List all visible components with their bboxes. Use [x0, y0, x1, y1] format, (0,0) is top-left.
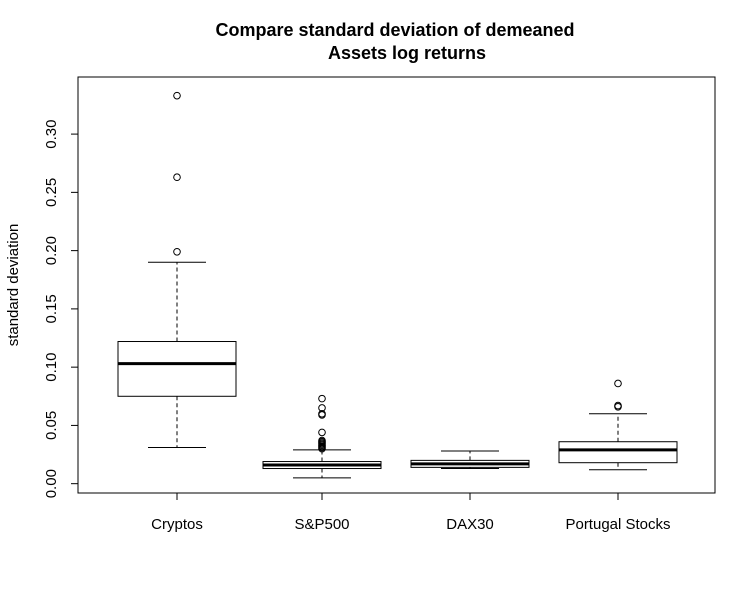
y-axis-label: standard deviation: [5, 224, 22, 347]
outlier-point: [173, 173, 181, 182]
chart-title-line-2: Assets log returns: [328, 43, 486, 63]
plot-frame: [77, 76, 716, 494]
outlier-point: [318, 404, 326, 412]
outlier-point: [173, 247, 181, 256]
y-tick-label: 0.05: [43, 411, 60, 440]
x-tick-label: Cryptos: [151, 516, 203, 533]
outlier-point: [173, 91, 181, 100]
box-1: [262, 394, 382, 479]
y-axis: 0.00 0.05 0.10 0.15 0.20 0.25 0.30: [43, 119, 79, 498]
y-tick-label: 0.10: [43, 353, 60, 382]
box-iqr: [558, 441, 678, 464]
box-0: [117, 91, 237, 449]
y-tick-label: 0.00: [43, 469, 60, 498]
outlier-point: [318, 409, 326, 418]
outlier-point: [318, 436, 326, 445]
outlier-point: [318, 428, 326, 437]
boxes-group: [117, 91, 678, 479]
box-iqr: [117, 341, 237, 397]
box-2: [410, 450, 530, 470]
box-3: [558, 379, 678, 471]
outlier-point: [614, 379, 622, 388]
x-tick-label: Portugal Stocks: [565, 516, 670, 533]
y-tick-label: 0.30: [43, 119, 60, 148]
x-tick-label: S&P500: [294, 516, 349, 533]
x-axis: Cryptos S&P500 DAX30 Portugal Stocks: [151, 492, 671, 533]
y-tick-label: 0.20: [43, 236, 60, 265]
outlier-point: [318, 394, 326, 403]
outlier-point: [614, 401, 622, 410]
chart-title-line-1: Compare standard deviation of demeaned: [215, 20, 574, 40]
x-tick-label: DAX30: [446, 516, 494, 533]
y-tick-label: 0.15: [43, 294, 60, 323]
y-tick-label: 0.25: [43, 178, 60, 207]
